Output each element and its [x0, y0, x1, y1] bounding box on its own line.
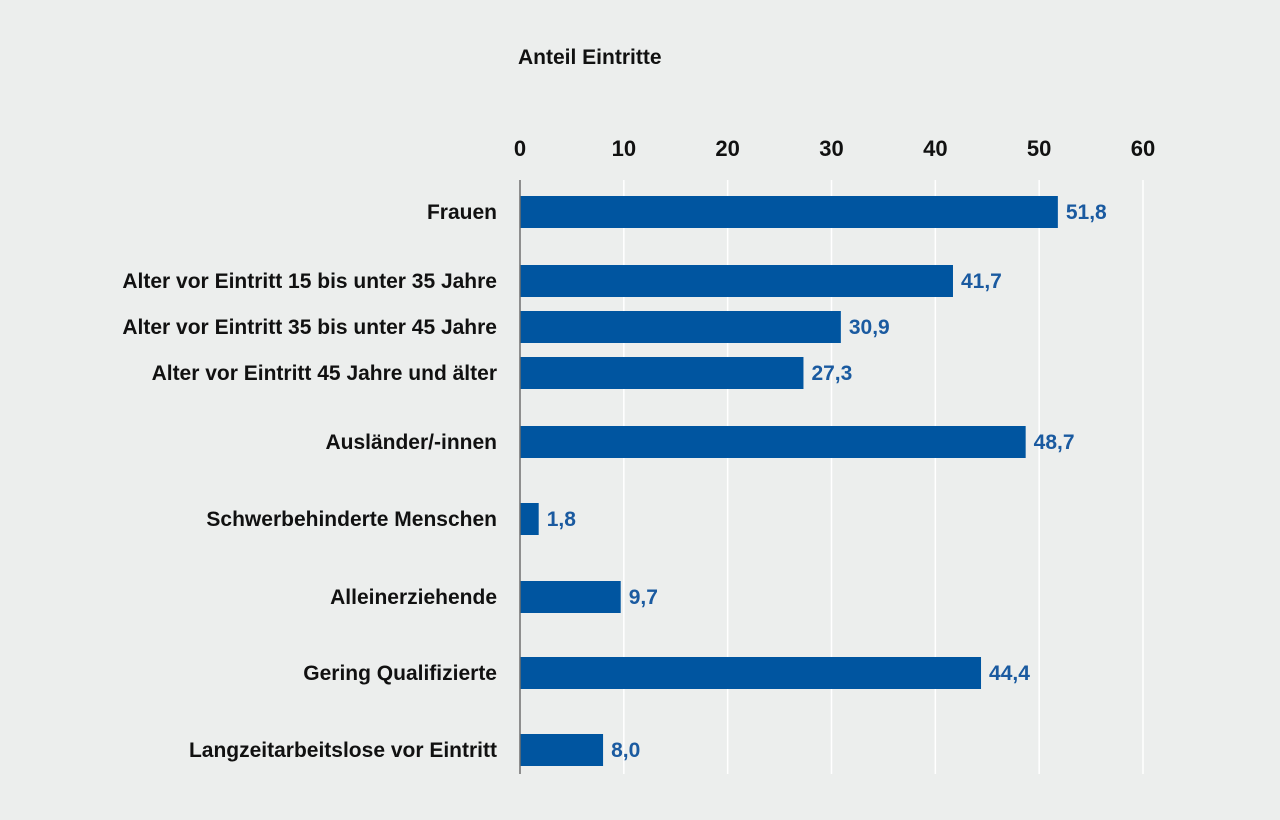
category-label: Ausländer/-innen [325, 431, 497, 454]
x-axis-title: Anteil Eintritte [518, 46, 662, 69]
bar [520, 265, 953, 297]
category-label: Schwerbehinderte Menschen [206, 508, 497, 531]
bar [520, 581, 621, 613]
value-label: 1,8 [547, 508, 577, 531]
category-label: Langzeitarbeitslose vor Eintritt [189, 739, 497, 762]
bar [520, 734, 604, 766]
category-label: Alter vor Eintritt 35 bis unter 45 Jahre [122, 316, 497, 339]
x-tick-label: 30 [819, 136, 843, 161]
category-label: Frauen [427, 201, 497, 224]
bars [520, 196, 1058, 766]
value-label: 9,7 [629, 586, 658, 609]
category-label: Alter vor Eintritt 45 Jahre und älter [152, 362, 497, 385]
value-label: 41,7 [961, 270, 1002, 293]
bar [520, 657, 982, 689]
value-label: 30,9 [849, 316, 890, 339]
category-label: Alleinerziehende [330, 586, 497, 609]
x-tick-label: 0 [514, 136, 526, 161]
bar [520, 357, 804, 389]
value-label: 8,0 [611, 739, 640, 762]
value-label: 27,3 [811, 362, 852, 385]
x-tick-label: 50 [1027, 136, 1051, 161]
x-tick-label: 40 [923, 136, 947, 161]
value-label: 44,4 [989, 662, 1030, 685]
value-label: 51,8 [1066, 201, 1107, 224]
category-labels: Frauen Alter vor Eintritt 15 bis unter 35… [122, 201, 497, 762]
value-labels: 51,8 41,7 30,9 27,3 48,7 1,8 9,7 44,4 8,0 [547, 201, 1107, 762]
bar [520, 196, 1058, 228]
x-tick-labels: 0 10 20 30 40 50 60 [514, 136, 1155, 161]
bar [520, 311, 841, 343]
value-label: 48,7 [1034, 431, 1075, 454]
bar [520, 503, 539, 535]
bar [520, 426, 1026, 458]
category-label: Alter vor Eintritt 15 bis unter 35 Jahre [122, 270, 497, 293]
x-tick-label: 10 [612, 136, 636, 161]
category-label: Gering Qualifizierte [303, 662, 497, 685]
x-tick-label: 60 [1131, 136, 1155, 161]
x-tick-label: 20 [715, 136, 739, 161]
